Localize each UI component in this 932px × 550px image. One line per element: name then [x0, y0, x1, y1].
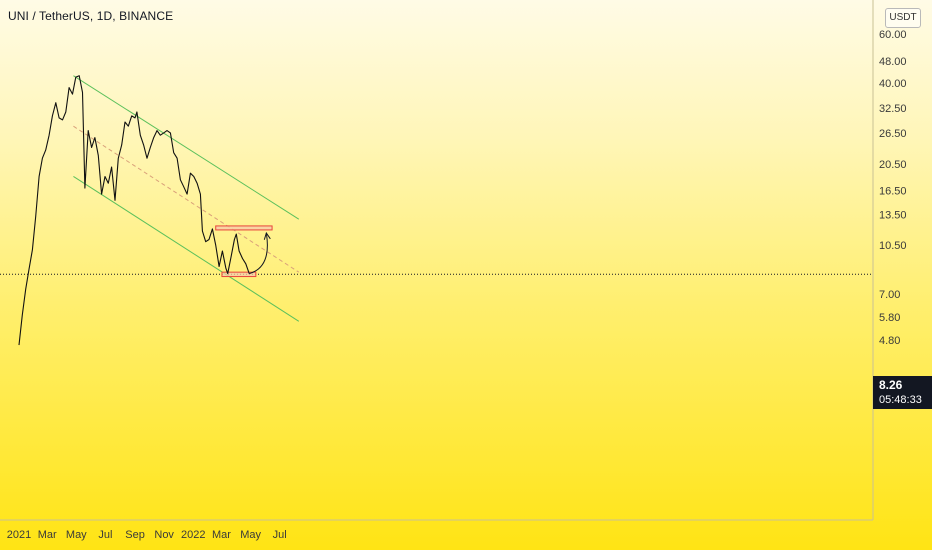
projection-arrow [249, 232, 268, 275]
price-tick-label: 32.50 [879, 103, 907, 115]
horizontal-zone-2 [221, 271, 257, 278]
price-tick-label: 16.50 [879, 185, 907, 197]
time-tick-label: Jul [98, 529, 112, 541]
price-axis-labels: 60.00 48.00 40.00 32.50 26.50 20.50 16.50 13.50… [879, 29, 907, 347]
price-tick-label: 13.50 [879, 210, 907, 222]
time-axis-labels: 2021 Mar May Jul Sep Nov 2022 Mar May Jul [7, 529, 287, 541]
symbol-title: UNI / TetherUS, 1D, BINANCE [8, 9, 174, 23]
channel-line-1 [73, 75, 300, 220]
time-tick-label: Mar [38, 529, 57, 541]
price-tick-label: 7.00 [879, 289, 900, 301]
last-price-badge: 8.26 05:48:33 [873, 376, 932, 409]
price-tick-label: 40.00 [879, 78, 907, 90]
price-tick-label: 48.00 [879, 56, 907, 68]
time-tick-label: Nov [154, 529, 174, 541]
time-tick-label: Sep [125, 529, 145, 541]
last-price-value: 8.26 [879, 378, 903, 392]
price-tick-label: 26.50 [879, 128, 907, 140]
time-tick-label: Mar [212, 529, 231, 541]
price-tick-label: 60.00 [879, 29, 907, 41]
channel-midline [73, 125, 300, 273]
time-tick-label: May [66, 529, 87, 541]
currency-badge[interactable]: USDT [885, 8, 921, 28]
horizontal-zone-1 [215, 225, 273, 231]
time-tick-label: 2021 [7, 529, 31, 541]
time-tick-label: 2022 [181, 529, 205, 541]
channel-line-2 [73, 176, 300, 322]
drawing-overlays [0, 75, 873, 322]
price-tick-label: 5.80 [879, 312, 900, 324]
chart-axes [0, 0, 874, 521]
projection-arrowhead [263, 231, 271, 240]
price-series [18, 75, 250, 346]
time-tick-label: Jul [273, 529, 287, 541]
time-tick-label: May [240, 529, 261, 541]
price-tick-label: 20.50 [879, 159, 907, 171]
bar-countdown: 05:48:33 [879, 394, 922, 406]
price-line-1 [18, 75, 250, 346]
price-tick-label: 4.80 [879, 335, 900, 347]
price-tick-label: 10.50 [879, 240, 907, 252]
